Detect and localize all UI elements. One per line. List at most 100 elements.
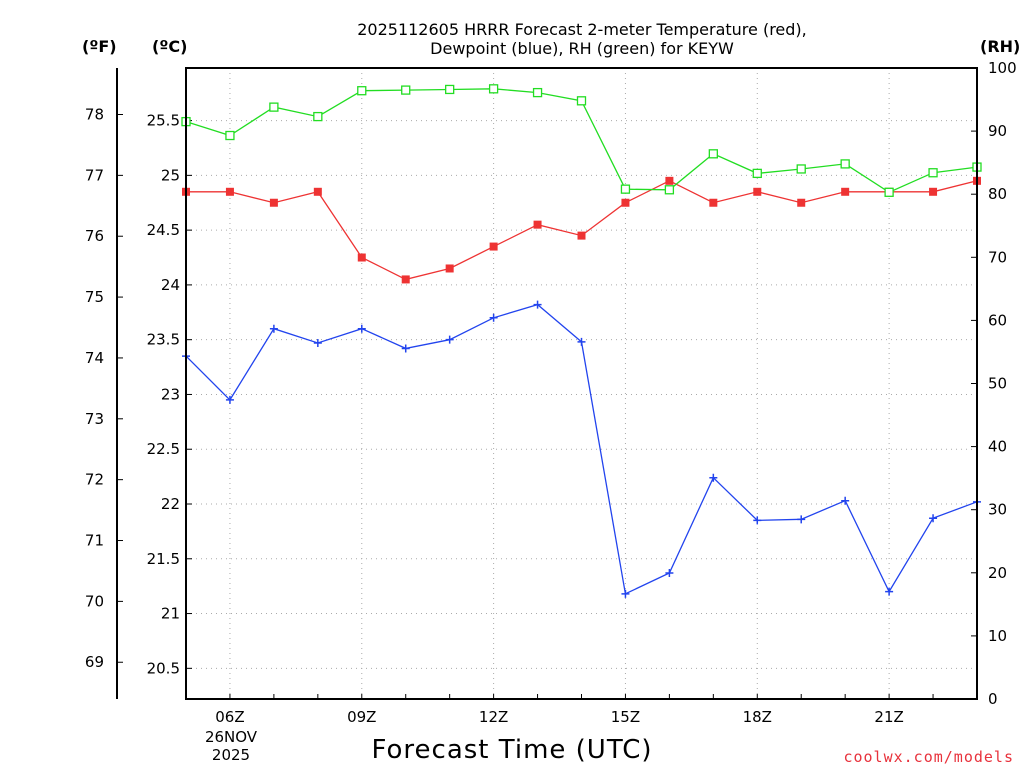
temperature-point <box>577 231 586 240</box>
rh-tick-label: 10 <box>988 627 1007 645</box>
rh-point <box>840 159 850 169</box>
celsius-tick-label: 23 <box>161 385 180 403</box>
temperature-point <box>401 275 410 284</box>
rh-point <box>620 184 631 194</box>
fahrenheit-tick-label: 69 <box>85 653 104 671</box>
temperature-point <box>841 187 850 196</box>
temperature-point <box>269 198 278 207</box>
fahrenheit-tick-label: 71 <box>85 532 104 550</box>
fahrenheit-tick-label: 73 <box>85 410 104 428</box>
temperature-point <box>225 187 234 196</box>
rh-unit-label: (RH) <box>980 37 1020 56</box>
fahrenheit-tick-label: 70 <box>85 592 104 610</box>
celsius-tick-label: 20.5 <box>147 659 180 677</box>
dewpoint-point <box>357 324 366 333</box>
fahrenheit-tick-label: 75 <box>85 288 104 306</box>
rh-tick-label: 20 <box>988 564 1007 582</box>
gridlines <box>186 68 977 699</box>
rh-point <box>884 187 894 197</box>
celsius-tick-label: 21.5 <box>147 550 180 568</box>
dewpoint-point <box>665 569 674 578</box>
temperature-point <box>797 198 806 207</box>
temperature-point <box>621 198 630 207</box>
temperature-point <box>665 176 674 185</box>
dewpoint-point <box>753 516 762 525</box>
chart-title-line1: 2025112605 HRRR Forecast 2-meter Tempera… <box>357 20 807 39</box>
rh-point <box>796 164 806 174</box>
fahrenheit-tick-label: 77 <box>85 166 104 184</box>
time-tick-label: 18Z <box>743 708 772 726</box>
rh-point <box>357 86 367 96</box>
dewpoint-point <box>313 338 322 347</box>
fahrenheit-axis: 69 70 71 72 73 74 75 76 77 78 <box>85 68 123 699</box>
celsius-tick-label: 24 <box>161 276 180 294</box>
temperature-point <box>929 187 938 196</box>
rh-tick-label: 100 <box>988 59 1017 77</box>
rh-tick-label: 70 <box>988 248 1007 266</box>
time-tick-label: 06Z <box>215 708 244 726</box>
rh-series <box>181 84 982 197</box>
dewpoint-point <box>269 324 278 333</box>
rh-point <box>532 87 543 98</box>
celsius-tick-label: 25 <box>161 166 180 184</box>
fahrenheit-tick-label: 78 <box>85 105 104 123</box>
chart-title-line2: Dewpoint (blue), RH (green) for KEYW <box>430 39 734 58</box>
fahrenheit-tick-label: 76 <box>85 227 104 245</box>
rh-point <box>313 111 323 122</box>
rh-tick-label: 60 <box>988 311 1007 329</box>
dewpoint-point <box>577 337 586 346</box>
rh-axis: 0 10 20 30 40 50 60 70 80 90 100 <box>971 59 1017 708</box>
dewpoint-point <box>401 344 410 353</box>
rh-point <box>752 168 762 179</box>
dewpoint-series <box>182 300 981 598</box>
temperature-point <box>357 253 366 262</box>
dewpoint-point <box>709 473 718 482</box>
time-tick-label: 15Z <box>611 708 640 726</box>
rh-tick-label: 90 <box>988 122 1007 140</box>
temperature-point <box>445 264 454 273</box>
rh-point <box>269 102 279 112</box>
temperature-point <box>533 220 542 229</box>
time-axis: 06Z 09Z 12Z 15Z 18Z 21Z <box>185 694 978 726</box>
time-tick-label: 09Z <box>347 708 376 726</box>
data-series <box>181 84 982 598</box>
dewpoint-point <box>621 589 630 598</box>
rh-tick-label: 80 <box>988 185 1007 203</box>
rh-point <box>664 185 675 195</box>
temperature-point <box>489 242 498 251</box>
time-tick-label: 21Z <box>874 708 903 726</box>
plot-frame <box>185 67 978 700</box>
rh-point <box>708 149 718 159</box>
x-axis-label: Forecast Time (UTC) <box>371 735 652 765</box>
dewpoint-point <box>533 300 542 309</box>
celsius-axis: 20.5 21 21.5 22 22.5 23 23.5 24 24.5 25 25.5 <box>147 112 192 677</box>
rh-point <box>928 168 938 178</box>
time-tick-label: 12Z <box>479 708 508 726</box>
rh-point <box>576 96 587 106</box>
fahrenheit-tick-label: 74 <box>85 349 104 367</box>
temperature-point <box>313 187 322 196</box>
temperature-point <box>709 198 718 207</box>
celsius-tick-label: 24.5 <box>147 221 180 239</box>
dewpoint-point <box>929 514 938 523</box>
rh-point <box>225 130 235 141</box>
celsius-tick-label: 22.5 <box>147 440 180 458</box>
dewpoint-point <box>489 313 498 322</box>
date-label-year: 2025 <box>212 746 250 764</box>
rh-tick-label: 30 <box>988 501 1007 519</box>
dewpoint-point <box>797 515 806 524</box>
date-label-day: 26NOV <box>205 728 258 746</box>
rh-point <box>488 84 499 94</box>
dewpoint-point <box>885 587 894 596</box>
celsius-tick-label: 21 <box>161 605 180 623</box>
rh-tick-label: 50 <box>988 375 1007 393</box>
temperature-point <box>753 187 762 196</box>
credit-label: coolwx.com/models <box>843 748 1014 766</box>
rh-tick-label: 40 <box>988 438 1007 456</box>
dewpoint-point <box>445 335 454 344</box>
rh-tick-label: 0 <box>988 690 998 708</box>
celsius-unit-label: (ºC) <box>152 37 187 56</box>
rh-point <box>401 85 411 95</box>
fahrenheit-unit-label: (ºF) <box>82 37 117 56</box>
